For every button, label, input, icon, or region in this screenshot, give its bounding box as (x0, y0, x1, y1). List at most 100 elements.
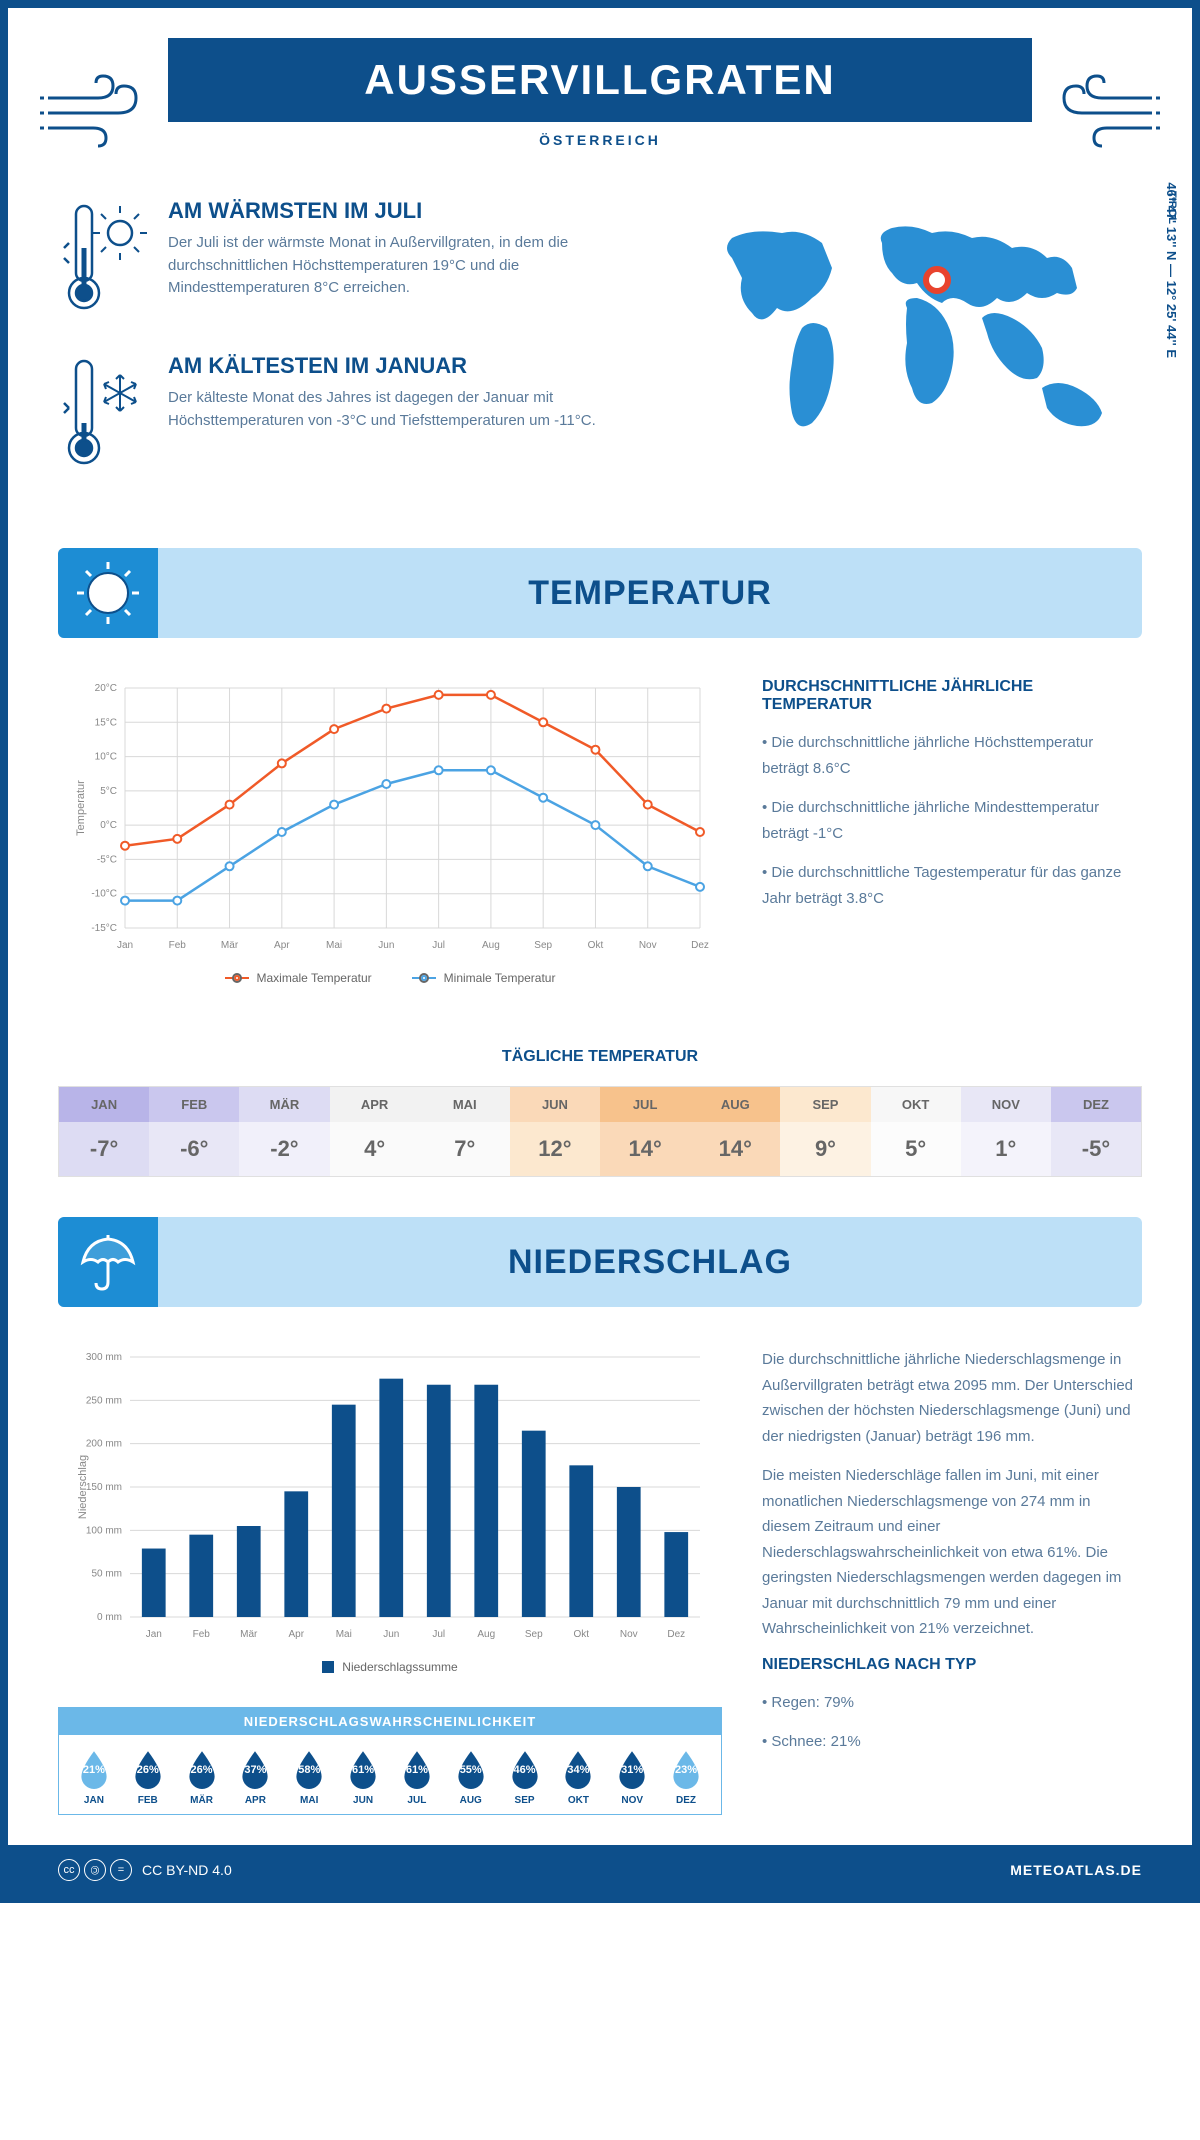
daily-cell: JAN-7° (59, 1087, 149, 1176)
temperature-chart: -15°C-10°C-5°C0°C5°C10°C15°C20°CJanFebMä… (58, 678, 722, 998)
svg-text:5°C: 5°C (100, 786, 117, 797)
fact-cold-title: AM KÄLTESTEN IM JANUAR (168, 353, 662, 379)
coordinates: 46° 47' 13'' N — 12° 25' 44'' E (1165, 182, 1180, 358)
temperature-summary: DURCHSCHNITTLICHE JÄHRLICHE TEMPERATUR •… (762, 678, 1142, 998)
site-name: METEOATLAS.DE (1010, 1862, 1142, 1878)
precip-p1: Die durchschnittliche jährliche Niedersc… (762, 1347, 1142, 1449)
svg-text:Jul: Jul (432, 1629, 445, 1640)
precipitation-chart: 0 mm 50 mm 100 mm 150 mm 200 mm 250 mm 300 mm J… (58, 1347, 722, 1815)
legend-min: Minimale Temperatur (444, 971, 556, 985)
svg-text:Aug: Aug (482, 940, 500, 951)
svg-text:Jun: Jun (378, 940, 394, 951)
daily-cell: FEB-6° (149, 1087, 239, 1176)
fact-cold-text: Der kälteste Monat des Jahres ist dagege… (168, 387, 662, 432)
svg-text:10°C: 10°C (95, 752, 117, 763)
daily-cell: AUG14° (690, 1087, 780, 1176)
probability-cell: 61%JUL (390, 1747, 444, 1806)
svg-text:Feb: Feb (193, 1629, 211, 1640)
daily-cell: NOV1° (961, 1087, 1051, 1176)
footer: cc🄯= CC BY-ND 4.0 METEOATLAS.DE (8, 1845, 1192, 1895)
svg-text:Jun: Jun (383, 1629, 399, 1640)
daily-cell: JUN12° (510, 1087, 600, 1176)
wind-icon (38, 68, 158, 148)
probability-cell: 26%MÄR (175, 1747, 229, 1806)
svg-text:200 mm: 200 mm (86, 1439, 122, 1450)
umbrella-icon (58, 1217, 158, 1307)
daily-temp-title: TÄGLICHE TEMPERATUR (8, 1048, 1192, 1066)
fact-coldest: AM KÄLTESTEN IM JANUAR Der kälteste Mona… (58, 353, 662, 478)
daily-cell: MAI7° (420, 1087, 510, 1176)
daily-cell: DEZ-5° (1051, 1087, 1141, 1176)
svg-text:Okt: Okt (573, 1629, 589, 1640)
section-title-precipitation: NIEDERSCHLAG (158, 1243, 1142, 1282)
temp-bullet: • Die durchschnittliche jährliche Mindes… (762, 795, 1142, 846)
probability-cell: 58%MAI (282, 1747, 336, 1806)
intro-row: AM WÄRMSTEN IM JULI Der Juli ist der wär… (8, 178, 1192, 538)
precip-type-bullet: • Schnee: 21% (762, 1729, 1142, 1755)
precip-type-bullet: • Regen: 79% (762, 1690, 1142, 1716)
daily-cell: MÄR-2° (239, 1087, 329, 1176)
daily-temp-table: JAN-7°FEB-6°MÄR-2°APR4°MAI7°JUN12°JUL14°… (58, 1086, 1142, 1177)
fact-warm-text: Der Juli ist der wärmste Monat in Außerv… (168, 232, 662, 300)
svg-text:Mai: Mai (326, 940, 342, 951)
svg-text:Sep: Sep (525, 1629, 543, 1640)
svg-text:Dez: Dez (691, 940, 709, 951)
section-title-temperature: TEMPERATUR (158, 574, 1142, 613)
svg-text:Niederschlag: Niederschlag (77, 1455, 89, 1519)
temp-heading: DURCHSCHNITTLICHE JÄHRLICHE TEMPERATUR (762, 678, 1142, 714)
thermometer-sun-icon (58, 198, 148, 323)
page-frame: AUSSERVILLGRATEN ÖSTERREICH AM WÄRMSTEN … (0, 0, 1200, 1903)
sun-icon (58, 548, 158, 638)
precip-type-heading: NIEDERSCHLAG NACH TYP (762, 1656, 1142, 1674)
daily-cell: OKT5° (871, 1087, 961, 1176)
svg-text:-15°C: -15°C (91, 923, 117, 934)
svg-text:300 mm: 300 mm (86, 1352, 122, 1363)
legend-precip: Niederschlagssumme (342, 1660, 457, 1674)
probability-cell: 61%JUN (336, 1747, 390, 1806)
svg-text:Temperatur: Temperatur (75, 780, 87, 836)
city-title: AUSSERVILLGRATEN (168, 56, 1032, 104)
fact-warmest: AM WÄRMSTEN IM JULI Der Juli ist der wär… (58, 198, 662, 323)
temp-bullet: • Die durchschnittliche Tagestemperatur … (762, 860, 1142, 911)
precip-p2: Die meisten Niederschläge fallen im Juni… (762, 1463, 1142, 1642)
license-text: CC BY-ND 4.0 (142, 1862, 232, 1878)
probability-cell: 34%OKT (551, 1747, 605, 1806)
world-map (702, 198, 1142, 508)
svg-text:150 mm: 150 mm (86, 1482, 122, 1493)
svg-text:50 mm: 50 mm (91, 1569, 122, 1580)
temp-bullet: • Die durchschnittliche jährliche Höchst… (762, 730, 1142, 781)
probability-cell: 46%SEP (498, 1747, 552, 1806)
svg-text:Sep: Sep (534, 940, 552, 951)
wind-icon (1042, 68, 1162, 148)
svg-text:Feb: Feb (169, 940, 187, 951)
daily-cell: JUL14° (600, 1087, 690, 1176)
svg-text:20°C: 20°C (95, 683, 117, 694)
svg-text:-10°C: -10°C (91, 889, 117, 900)
svg-text:Mai: Mai (336, 1629, 352, 1640)
svg-text:Jan: Jan (146, 1629, 162, 1640)
svg-text:-5°C: -5°C (97, 854, 117, 865)
legend-max: Maximale Temperatur (257, 971, 372, 985)
svg-text:Aug: Aug (477, 1629, 495, 1640)
svg-text:Jul: Jul (432, 940, 445, 951)
probability-cell: 21%JAN (67, 1747, 121, 1806)
probability-cell: 26%FEB (121, 1747, 175, 1806)
daily-cell: APR4° (330, 1087, 420, 1176)
svg-text:Dez: Dez (667, 1629, 685, 1640)
svg-text:0°C: 0°C (100, 820, 117, 831)
precipitation-banner: NIEDERSCHLAG (58, 1217, 1142, 1307)
probability-cell: 23%DEZ (659, 1747, 713, 1806)
probability-cell: 31%NOV (605, 1747, 659, 1806)
fact-warm-title: AM WÄRMSTEN IM JULI (168, 198, 662, 224)
probability-cell: 55%AUG (444, 1747, 498, 1806)
svg-text:Mär: Mär (221, 940, 239, 951)
probability-box: NIEDERSCHLAGSWAHRSCHEINLICHKEIT 21%JAN26… (58, 1707, 722, 1815)
svg-text:Okt: Okt (588, 940, 604, 951)
country-subtitle: ÖSTERREICH (8, 122, 1192, 178)
svg-text:Apr: Apr (274, 940, 290, 951)
temperature-banner: TEMPERATUR (58, 548, 1142, 638)
svg-text:250 mm: 250 mm (86, 1395, 122, 1406)
svg-text:100 mm: 100 mm (86, 1525, 122, 1536)
precipitation-summary: Die durchschnittliche jährliche Niedersc… (762, 1347, 1142, 1815)
svg-text:0 mm: 0 mm (97, 1612, 122, 1623)
